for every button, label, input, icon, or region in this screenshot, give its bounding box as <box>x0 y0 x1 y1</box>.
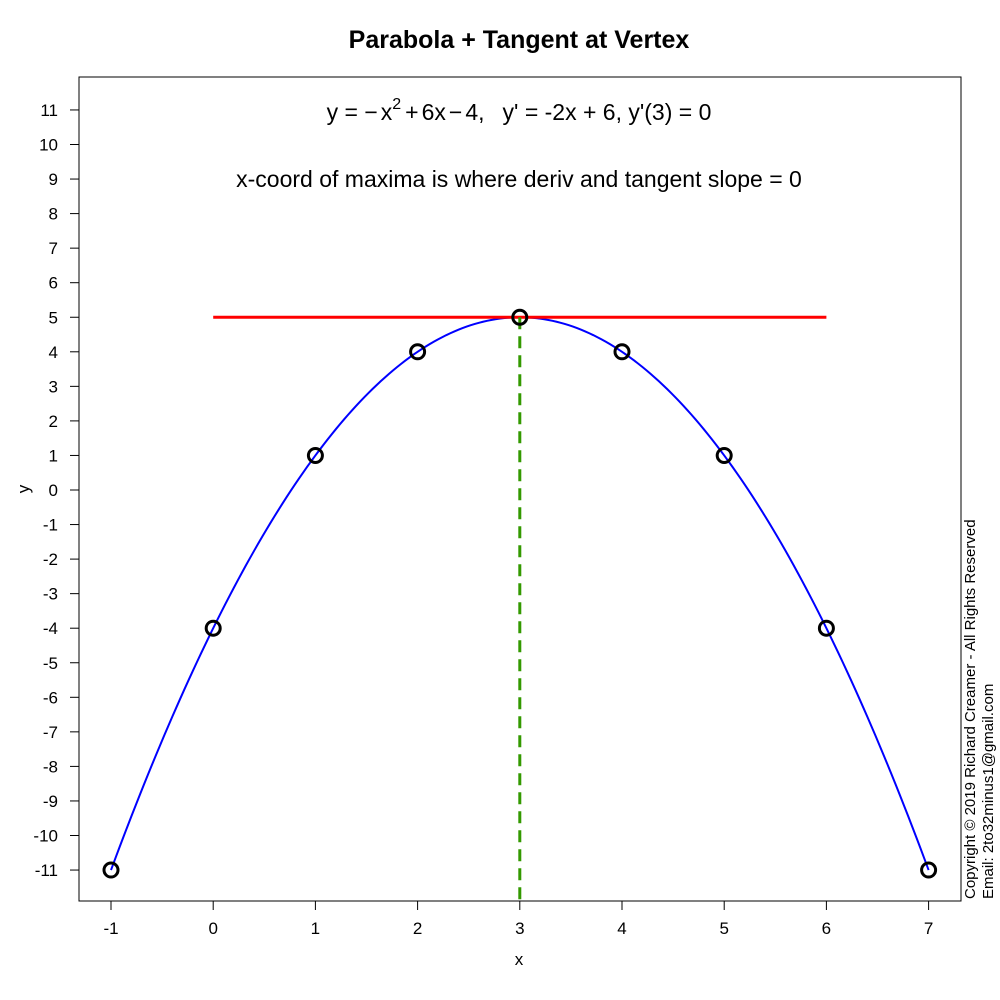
x-tick-label: 1 <box>311 919 320 938</box>
data-point <box>715 446 733 464</box>
copyright-line-1: Copyright © 2019 Richard Creamer - All R… <box>962 519 979 899</box>
y-axis-label: y <box>14 484 33 493</box>
eq-x: x <box>381 99 393 125</box>
y-tick-label: -4 <box>43 619 58 638</box>
copyright-email: Email: 2to32minus1@gmail.com <box>980 684 997 899</box>
y-tick-label: -1 <box>43 516 58 535</box>
data-point <box>102 861 120 879</box>
y-tick-label: 10 <box>39 136 58 155</box>
y-tick-label: -11 <box>35 861 58 880</box>
eq-plus: + <box>405 99 418 125</box>
y-tick-label: -5 <box>43 654 58 673</box>
eq-exponent: 2 <box>392 96 401 113</box>
data-point <box>204 619 222 637</box>
eq-6x: 6x <box>422 99 447 125</box>
y-tick-label: 7 <box>49 239 58 258</box>
y-tick-label: 11 <box>40 101 58 120</box>
x-tick-label: 2 <box>413 919 422 938</box>
data-point <box>511 308 529 326</box>
x-axis-label: x <box>515 950 524 969</box>
eq-minus-2: − <box>449 99 462 125</box>
eq-4: 4, <box>465 99 484 125</box>
data-point <box>306 446 324 464</box>
y-tick-label: 2 <box>49 412 58 431</box>
y-tick-label: -8 <box>43 757 58 776</box>
y-tick-label: -10 <box>33 827 58 846</box>
x-tick-label: 3 <box>515 919 524 938</box>
eq-minus-1: − <box>364 99 377 125</box>
x-tick-label: 0 <box>208 919 217 938</box>
x-tick-label: 6 <box>822 919 831 938</box>
y-tick-label: 3 <box>49 377 58 396</box>
note-annotation: x-coord of maxima is where deriv and tan… <box>236 166 802 192</box>
y-tick-label: 6 <box>49 274 58 293</box>
y-tick-label: -7 <box>43 723 58 742</box>
x-axis: -1 0 1 2 3 4 5 6 7 <box>103 901 933 938</box>
data-point <box>920 861 938 879</box>
x-tick-label: 4 <box>617 919 626 938</box>
y-tick-label: 5 <box>49 308 58 327</box>
eq-y: y = <box>327 99 365 125</box>
chart-title: Parabola + Tangent at Vertex <box>349 26 690 54</box>
y-tick-label: -2 <box>43 550 58 569</box>
data-point <box>409 343 427 361</box>
equation-annotation: y = − x2 +6x −4, y' = -2x + 6, y'(3) = 0 <box>327 96 712 125</box>
y-tick-label: -6 <box>43 688 58 707</box>
y-tick-label: 1 <box>49 446 58 465</box>
y-tick-label: 0 <box>49 481 58 500</box>
eq-rest: y' = -2x + 6, y'(3) = 0 <box>503 99 712 125</box>
y-tick-label: 4 <box>49 343 58 362</box>
y-tick-label: 8 <box>49 205 58 224</box>
x-tick-label: 5 <box>719 919 728 938</box>
x-tick-label: -1 <box>103 919 118 938</box>
y-tick-label: -3 <box>43 585 58 604</box>
data-point <box>613 343 631 361</box>
data-points <box>102 308 938 879</box>
x-tick-label: 7 <box>924 919 933 938</box>
data-point <box>817 619 835 637</box>
y-tick-label: -9 <box>43 792 58 811</box>
y-tick-label: 9 <box>49 170 58 189</box>
